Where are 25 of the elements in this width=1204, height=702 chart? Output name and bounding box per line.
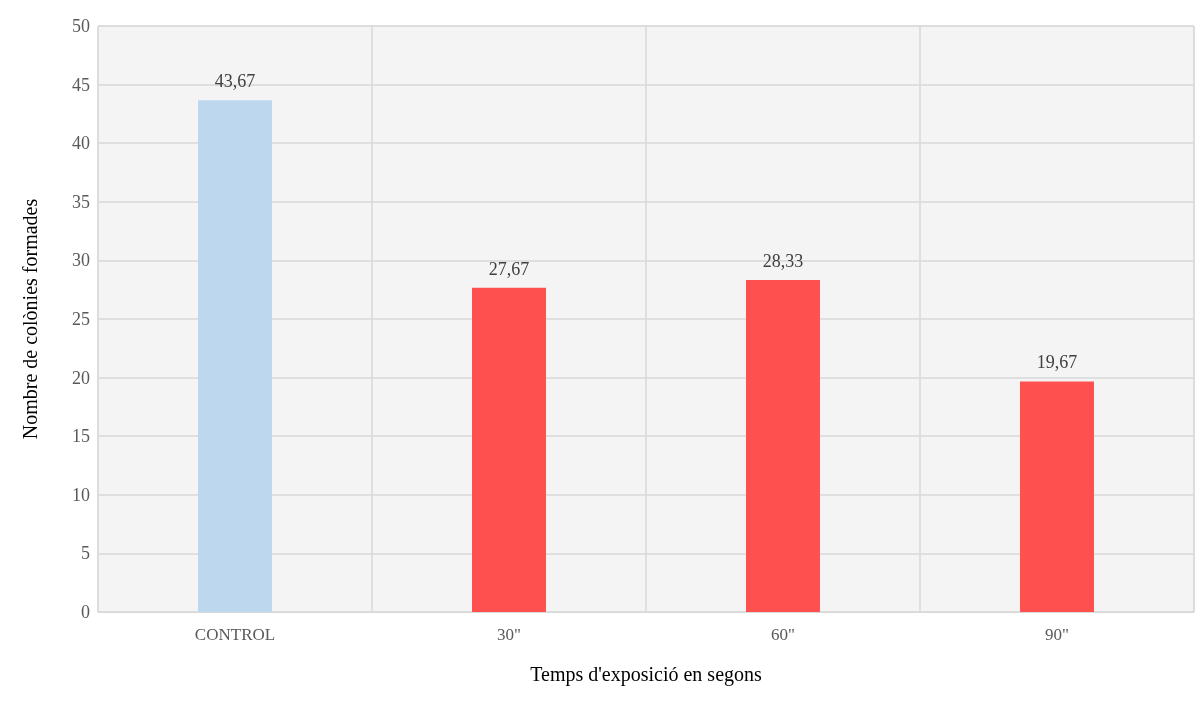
- y-tick-label: 25: [72, 309, 90, 329]
- y-tick-label: 30: [72, 250, 90, 271]
- y-tick-label: 45: [72, 74, 90, 95]
- y-tick-label: 15: [72, 426, 90, 447]
- y-tick-label: 0: [81, 602, 90, 622]
- x-tick-label: 60": [771, 625, 795, 644]
- data-label: 27,67: [488, 258, 530, 279]
- x-tick-label: 90": [1045, 625, 1069, 644]
- data-label: 28,33: [762, 250, 804, 271]
- x-tick-label: CONTROL: [194, 625, 276, 644]
- x-axis-title: Temps d'exposició en segons: [530, 663, 763, 686]
- bar: [746, 279, 820, 612]
- y-tick-label: 10: [72, 484, 90, 505]
- bar: [472, 287, 546, 612]
- data-label: 19,67: [1036, 352, 1078, 373]
- y-tick-label: 50: [72, 16, 90, 36]
- y-tick-label: 5: [81, 543, 90, 564]
- y-tick-label: 20: [72, 367, 90, 388]
- bar: [198, 100, 272, 612]
- y-axis-title: Nombre de colònies formades: [19, 198, 41, 440]
- bar: [1020, 381, 1094, 612]
- data-label: 43,67: [214, 71, 256, 92]
- y-tick-label: 40: [72, 133, 90, 154]
- y-tick-label: 35: [72, 191, 90, 212]
- x-tick-label: 30": [497, 625, 521, 644]
